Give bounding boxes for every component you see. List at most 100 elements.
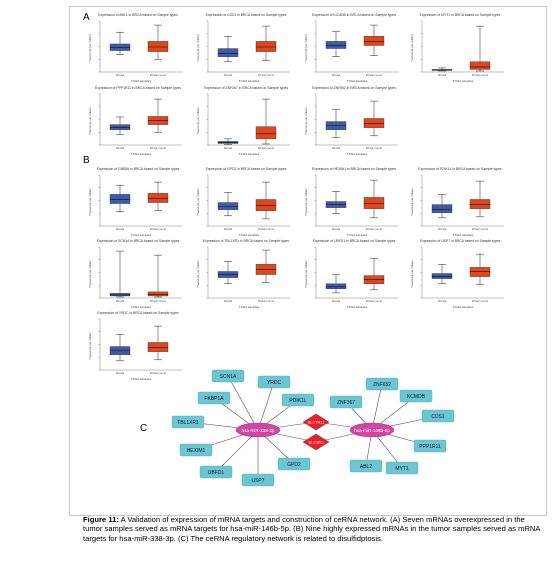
tick-label-normal: Normal	[438, 73, 447, 77]
plot-xlabel: TCGA samples	[453, 79, 474, 83]
tick-label-normal: Normal	[332, 299, 341, 303]
svg-text:KCMDB: KCMDB	[407, 394, 426, 400]
plot-title: Expression of ZNF367 in BRCA based on Sa…	[204, 86, 288, 90]
svg-text:SLC3A2: SLC3A2	[309, 440, 325, 445]
tick-label-normal: Normal	[224, 73, 233, 77]
tick-label-normal: Normal	[116, 73, 125, 77]
boxplot-b-3: Expression of PDIK1L in BRCA based on Sa…	[410, 166, 510, 247]
plot-ylabel: Transcript per million	[304, 260, 308, 288]
tick-label-tumor: Primary tumor	[472, 299, 488, 303]
tick-label-tumor: Primary tumor	[150, 371, 166, 375]
boxplot-a-0: Expression of ABL1 in BRCA based on Samp…	[88, 12, 188, 93]
box-tumor	[147, 181, 169, 211]
mrna-node-right-1: KCMDB	[399, 389, 433, 403]
svg-text:ZNF367: ZNF367	[337, 400, 355, 406]
box-normal	[431, 264, 453, 284]
tick-label-tumor: Primary tumor	[258, 299, 274, 303]
tick-label-normal: Normal	[332, 73, 341, 77]
plot-title: Expression of USP7 in BRCA based on Samp…	[420, 239, 501, 243]
disulfidptosis-gene-0: SLC7A11	[302, 413, 330, 431]
tick-label-tumor: Primary tumor	[366, 299, 382, 303]
plot-ylabel: Transcript per million	[88, 260, 92, 288]
plot-title: Expression of ABL1 in BRCA based on Samp…	[98, 13, 178, 17]
plot-xlabel: TCGA samples	[239, 233, 260, 237]
plot-xlabel: TCGA samples	[131, 79, 152, 83]
mrna-node-left-3: PDIK1L	[281, 393, 315, 407]
tick-label-normal: Normal	[332, 146, 341, 150]
box-tumor	[255, 249, 277, 283]
plot-xlabel: TCGA samples	[347, 233, 368, 237]
tick-label-normal: Normal	[116, 371, 125, 375]
box-tumor	[255, 98, 277, 145]
figure-frame	[69, 6, 547, 516]
plot-title: Expression of PDIK1L in BRCA based on Sa…	[418, 167, 501, 171]
svg-text:TBL1XR1: TBL1XR1	[177, 420, 199, 426]
plot-ylabel: Transcript per million	[304, 107, 308, 135]
plot-title: Expression of HEXIM1 in BRCA based on Sa…	[312, 167, 397, 171]
plot-ylabel: Transcript per million	[410, 188, 414, 216]
plot-xlabel: TCGA samples	[239, 79, 260, 83]
tick-label-normal: Normal	[224, 299, 233, 303]
panel-label-c: C	[140, 423, 148, 434]
mirna-node-left: hsa-miR-338-3p	[235, 422, 281, 438]
plot-title: Expression of GNB5d in BRCA based on Sam…	[97, 167, 180, 171]
plot-xlabel: TCGA samples	[347, 79, 368, 83]
tick-label-tumor: Primary tumor	[258, 227, 274, 231]
plot-xlabel: TCGA samples	[131, 152, 152, 156]
mrna-node-left-4: TBL1XR1	[171, 415, 205, 429]
plot-xlabel: TCGA samples	[453, 233, 474, 237]
boxplot-b-7: Expression of USP7 in BRCA based on Samp…	[410, 238, 510, 319]
svg-text:PPP1R11: PPP1R11	[419, 444, 441, 450]
panel-label-a: A	[83, 12, 90, 23]
plot-ylabel: Transcript per million	[196, 260, 200, 288]
svg-text:UBFD1: UBFD1	[208, 470, 225, 476]
box-tumor	[255, 25, 277, 62]
mrna-node-right-3: CDS1	[421, 409, 455, 423]
plot-xlabel: TCGA samples	[131, 233, 152, 237]
mrna-node-left-7: USP7	[241, 473, 275, 487]
plot-title: Expression of GPD2 in BRCA based on Samp…	[206, 167, 287, 171]
boxplot-b-5: Expression of TBL1XR1 in BRCA based on S…	[196, 238, 296, 319]
plot-xlabel: TCGA samples	[131, 305, 152, 309]
boxplot-a-4: Expression of PPP1R11 in BRCA based on S…	[88, 85, 188, 166]
tick-label-tumor: Primary tumor	[150, 146, 166, 150]
plot-xlabel: TCGA samples	[347, 305, 368, 309]
tick-label-tumor: Primary tumor	[258, 146, 274, 150]
tick-label-tumor: Primary tumor	[366, 73, 382, 77]
svg-text:PDIK1L: PDIK1L	[289, 398, 306, 404]
tick-label-normal: Normal	[116, 299, 125, 303]
svg-text:YRDC: YRDC	[267, 380, 282, 386]
figure-caption: Figure 11: A Validation of expression of…	[83, 515, 545, 543]
svg-text:hsa-miR-338-3p: hsa-miR-338-3p	[242, 428, 275, 433]
tick-label-tumor: Primary tumor	[258, 73, 274, 77]
box-normal	[109, 116, 131, 136]
mrna-node-right-4: PPP1R11	[413, 439, 447, 453]
box-normal	[109, 334, 131, 362]
svg-text:MYT1: MYT1	[395, 466, 409, 472]
box-normal	[325, 274, 347, 294]
tick-label-tumor: Primary tumor	[150, 299, 166, 303]
box-tumor	[363, 24, 385, 56]
svg-text:FKBP1A: FKBP1A	[204, 396, 224, 402]
plot-title: Expression of YRDC in BRCA based on Samp…	[97, 311, 178, 315]
plot-ylabel: Transcript per million	[304, 34, 308, 62]
box-normal	[217, 138, 239, 145]
plot-xlabel: TCGA samples	[453, 305, 474, 309]
box-tumor	[363, 179, 385, 219]
svg-text:ZNF652: ZNF652	[373, 382, 391, 388]
box-normal	[217, 261, 239, 284]
caption-label: Figure 11:	[83, 515, 119, 524]
boxplot-a-1: Expression of CDS1 in BRCA based on Samp…	[196, 12, 296, 93]
plot-xlabel: TCGA samples	[239, 305, 260, 309]
tick-label-tumor: Primary tumor	[472, 227, 488, 231]
box-tumor	[147, 325, 169, 361]
panel-label-b: B	[83, 155, 90, 166]
box-normal	[217, 36, 239, 63]
box-tumor	[147, 24, 169, 60]
box-tumor	[469, 180, 491, 218]
tick-label-normal: Normal	[224, 146, 233, 150]
box-tumor	[147, 98, 169, 133]
mrna-node-right-5: MYT1	[385, 461, 419, 475]
boxplot-a-6: Expression of ZNF652 in BRCA based on Sa…	[304, 85, 404, 166]
boxplot-b-6: Expression of UBFD1 in BRCA based on Sam…	[304, 238, 404, 319]
